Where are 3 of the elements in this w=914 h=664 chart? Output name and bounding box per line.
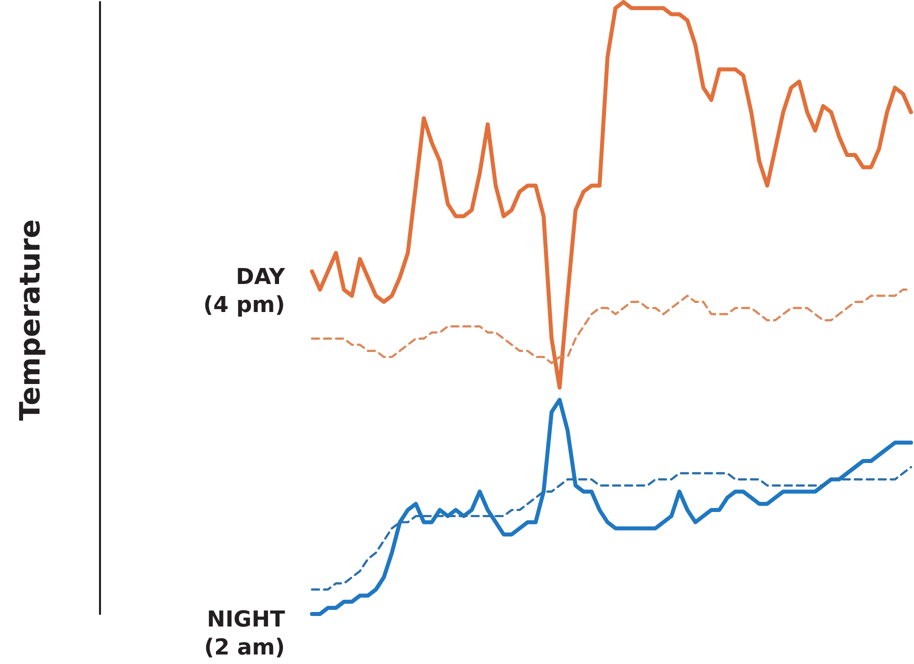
series-label: NIGHT (2 am) (204, 608, 285, 660)
text: Temperature (14, 219, 46, 421)
series-label: DAY (4 pm) (203, 264, 286, 318)
